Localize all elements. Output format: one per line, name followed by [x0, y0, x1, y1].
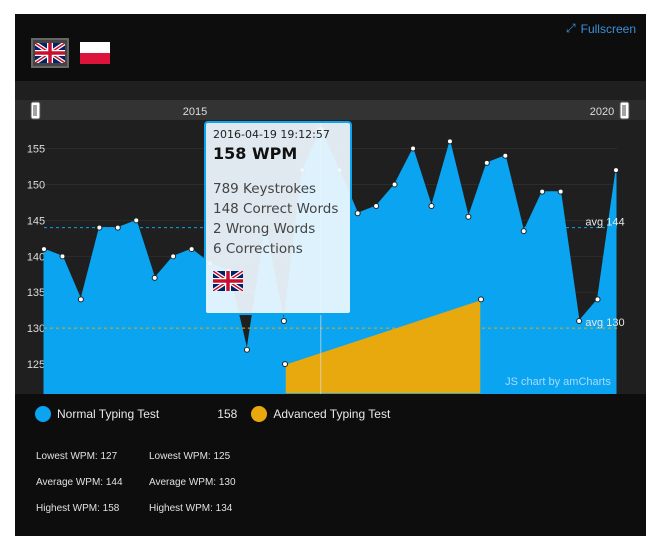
- uk-flag-icon: [211, 269, 245, 293]
- stat-normal-highest: Highest WPM: 158: [36, 503, 120, 514]
- data-point-normal: [77, 296, 84, 303]
- y-tick-label: 150: [27, 179, 45, 191]
- y-tick-label: 155: [27, 144, 45, 156]
- data-point-normal: [539, 188, 546, 195]
- poland-flag-icon: [80, 42, 110, 64]
- guide-label: avg 144: [585, 217, 624, 229]
- fullscreen-label: Fullscreen: [580, 21, 636, 36]
- legend-value-normal: 158: [217, 407, 238, 421]
- legend-marker-normal: [35, 406, 51, 422]
- data-point-normal: [465, 213, 472, 220]
- stat-normal-lowest: Lowest WPM: 127: [36, 451, 118, 462]
- scrollbar-label: 2015: [183, 106, 207, 118]
- data-point-normal: [188, 246, 195, 253]
- data-point-normal: [520, 228, 527, 235]
- data-point-advanced: [282, 361, 288, 368]
- data-point-advanced: [478, 296, 484, 303]
- data-tooltip: 2016-04-19 19:12:57 158 WPM 789 Keystrok…: [204, 121, 352, 315]
- stat-advanced-highest: Highest WPM: 134: [149, 503, 233, 514]
- legend-label-normal: Normal Typing Test: [57, 407, 160, 421]
- tooltip-details: 789 Keystrokes 148 Correct Words 2 Wrong…: [213, 179, 343, 259]
- data-point-normal: [373, 203, 380, 210]
- fullscreen-button[interactable]: ⤢ Fullscreen: [566, 21, 636, 36]
- amcharts-credit: JS chart by amCharts: [505, 376, 611, 388]
- y-tick-label: 140: [27, 251, 45, 263]
- tooltip-correct-words: 148 Correct Words: [213, 201, 339, 217]
- data-point-normal: [483, 159, 490, 166]
- data-point-normal: [354, 210, 361, 217]
- tooltip-flag: [211, 269, 343, 295]
- data-point-normal: [594, 296, 601, 303]
- tooltip-keystrokes: 789 Keystrokes: [213, 181, 317, 197]
- data-point-normal: [502, 152, 509, 159]
- data-point-normal: [446, 138, 453, 145]
- stats-advanced: Lowest WPM: 125 Average WPM: 130 Highest…: [149, 444, 236, 522]
- data-point-normal: [41, 246, 47, 253]
- data-point-normal: [391, 181, 398, 188]
- stats-normal: Lowest WPM: 127 Average WPM: 144 Highest…: [36, 444, 123, 522]
- tooltip-date: 2016-04-19 19:12:57: [213, 128, 330, 141]
- y-tick-label: 135: [27, 287, 45, 299]
- stat-advanced-average: Average WPM: 130: [149, 477, 236, 488]
- language-flags: [31, 38, 114, 68]
- tooltip-wpm: 158 WPM: [213, 144, 298, 163]
- poland-flag-button[interactable]: [76, 38, 114, 68]
- stat-normal-average: Average WPM: 144: [36, 477, 123, 488]
- data-point-normal: [133, 217, 140, 224]
- y-tick-label: 145: [27, 215, 45, 227]
- data-point-normal: [410, 145, 417, 152]
- legend-item-normal[interactable]: Normal Typing Test: [35, 406, 159, 422]
- chart-panel: ⤢ Fullscreen 201520201201251301351401451…: [15, 14, 646, 536]
- data-point-normal: [59, 253, 66, 260]
- stat-advanced-lowest: Lowest WPM: 125: [149, 451, 231, 462]
- uk-flag-button[interactable]: [31, 38, 69, 68]
- tooltip-wrong-words: 2 Wrong Words: [213, 221, 316, 237]
- data-point-normal: [114, 224, 121, 231]
- y-tick-label: 130: [27, 323, 45, 335]
- legend-label-advanced: Advanced Typing Test: [273, 407, 391, 421]
- uk-flag-icon: [35, 43, 65, 63]
- data-point-normal: [280, 317, 287, 324]
- guide-label: avg 130: [585, 317, 624, 329]
- scrollbar-label: 2020: [590, 106, 614, 118]
- data-point-normal: [96, 224, 103, 231]
- scrollbar-selection: [34, 100, 624, 120]
- data-point-normal: [613, 167, 619, 174]
- expand-arrows-icon: ⤢: [566, 21, 576, 35]
- data-point-normal: [151, 274, 158, 281]
- data-point-normal: [557, 188, 564, 195]
- data-point-normal: [243, 346, 250, 353]
- data-point-normal: [170, 253, 177, 260]
- chart-legend: Normal Typing Test 158 Advanced Typing T…: [35, 406, 390, 422]
- legend-marker-advanced: [251, 406, 268, 422]
- data-point-normal: [576, 317, 583, 324]
- tooltip-corrections: 6 Corrections: [213, 241, 303, 257]
- data-point-normal: [428, 203, 435, 210]
- legend-item-advanced[interactable]: Advanced Typing Test: [251, 406, 390, 422]
- y-tick-label: 125: [27, 359, 45, 371]
